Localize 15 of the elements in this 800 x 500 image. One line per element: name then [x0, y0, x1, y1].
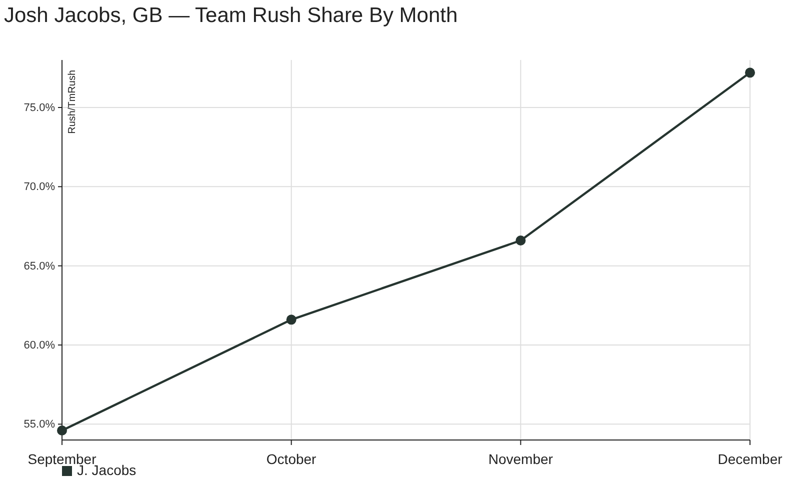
point	[57, 426, 67, 436]
y-tick-label: 60.0%	[24, 340, 56, 352]
point	[516, 236, 526, 246]
y-tick-label: 55.0%	[24, 418, 56, 431]
point	[286, 314, 296, 325]
x-tick-label: October	[266, 451, 317, 467]
chart-title: Josh Jacobs, GB — Team Rush Share By Month	[4, 4, 458, 27]
y-tick-label: 75.0%	[24, 102, 56, 114]
y-tick-label: 70.0%	[24, 181, 56, 194]
x-tick-label: September	[28, 451, 97, 467]
y-tick-label: 65.0%	[24, 260, 56, 272]
x-tick-label: November	[488, 451, 554, 467]
x-tick-label: December	[718, 451, 783, 467]
point	[745, 68, 755, 78]
y-axis-title: Rush/TmRush	[67, 70, 78, 134]
